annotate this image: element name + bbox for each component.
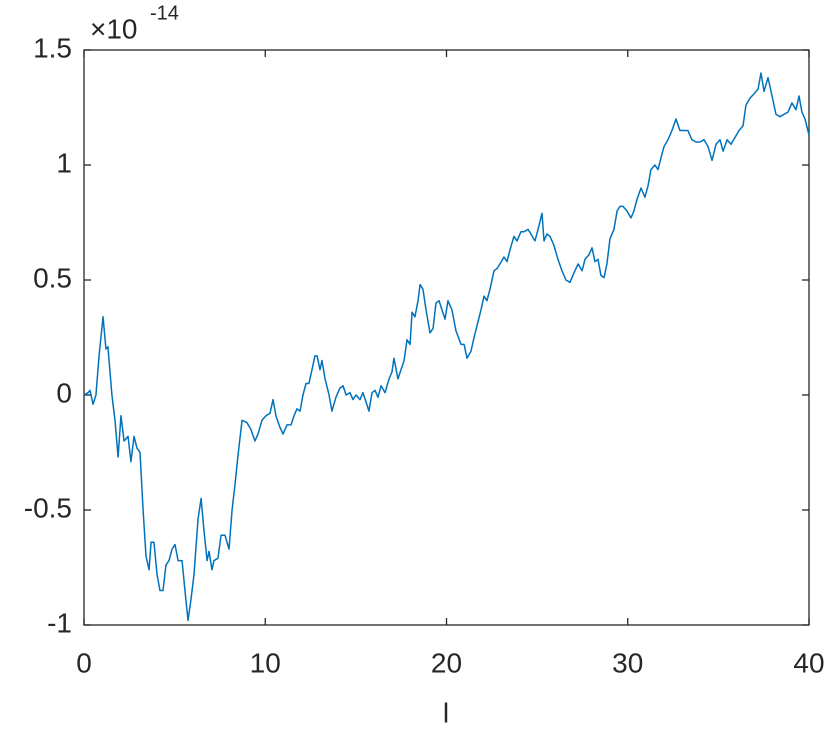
x-tick-label: 10 xyxy=(250,647,281,678)
y-multiplier-base: ×10 xyxy=(90,13,138,44)
y-multiplier-exponent: -14 xyxy=(150,2,179,24)
y-tick-label: 1 xyxy=(56,147,72,178)
x-tick-label: 30 xyxy=(612,647,643,678)
x-tick-label: 40 xyxy=(793,647,824,678)
y-tick-label: -0.5 xyxy=(24,492,72,523)
x-axis-label: l xyxy=(443,697,449,728)
x-tick-label: 0 xyxy=(76,647,92,678)
y-tick-label: 1.5 xyxy=(33,32,72,63)
y-tick-label: 0.5 xyxy=(33,262,72,293)
axes-box xyxy=(83,49,810,626)
x-tick-label: 20 xyxy=(431,647,462,678)
data-line xyxy=(83,72,810,622)
y-tick-label: 0 xyxy=(56,377,72,408)
y-tick-label: -1 xyxy=(47,607,72,638)
